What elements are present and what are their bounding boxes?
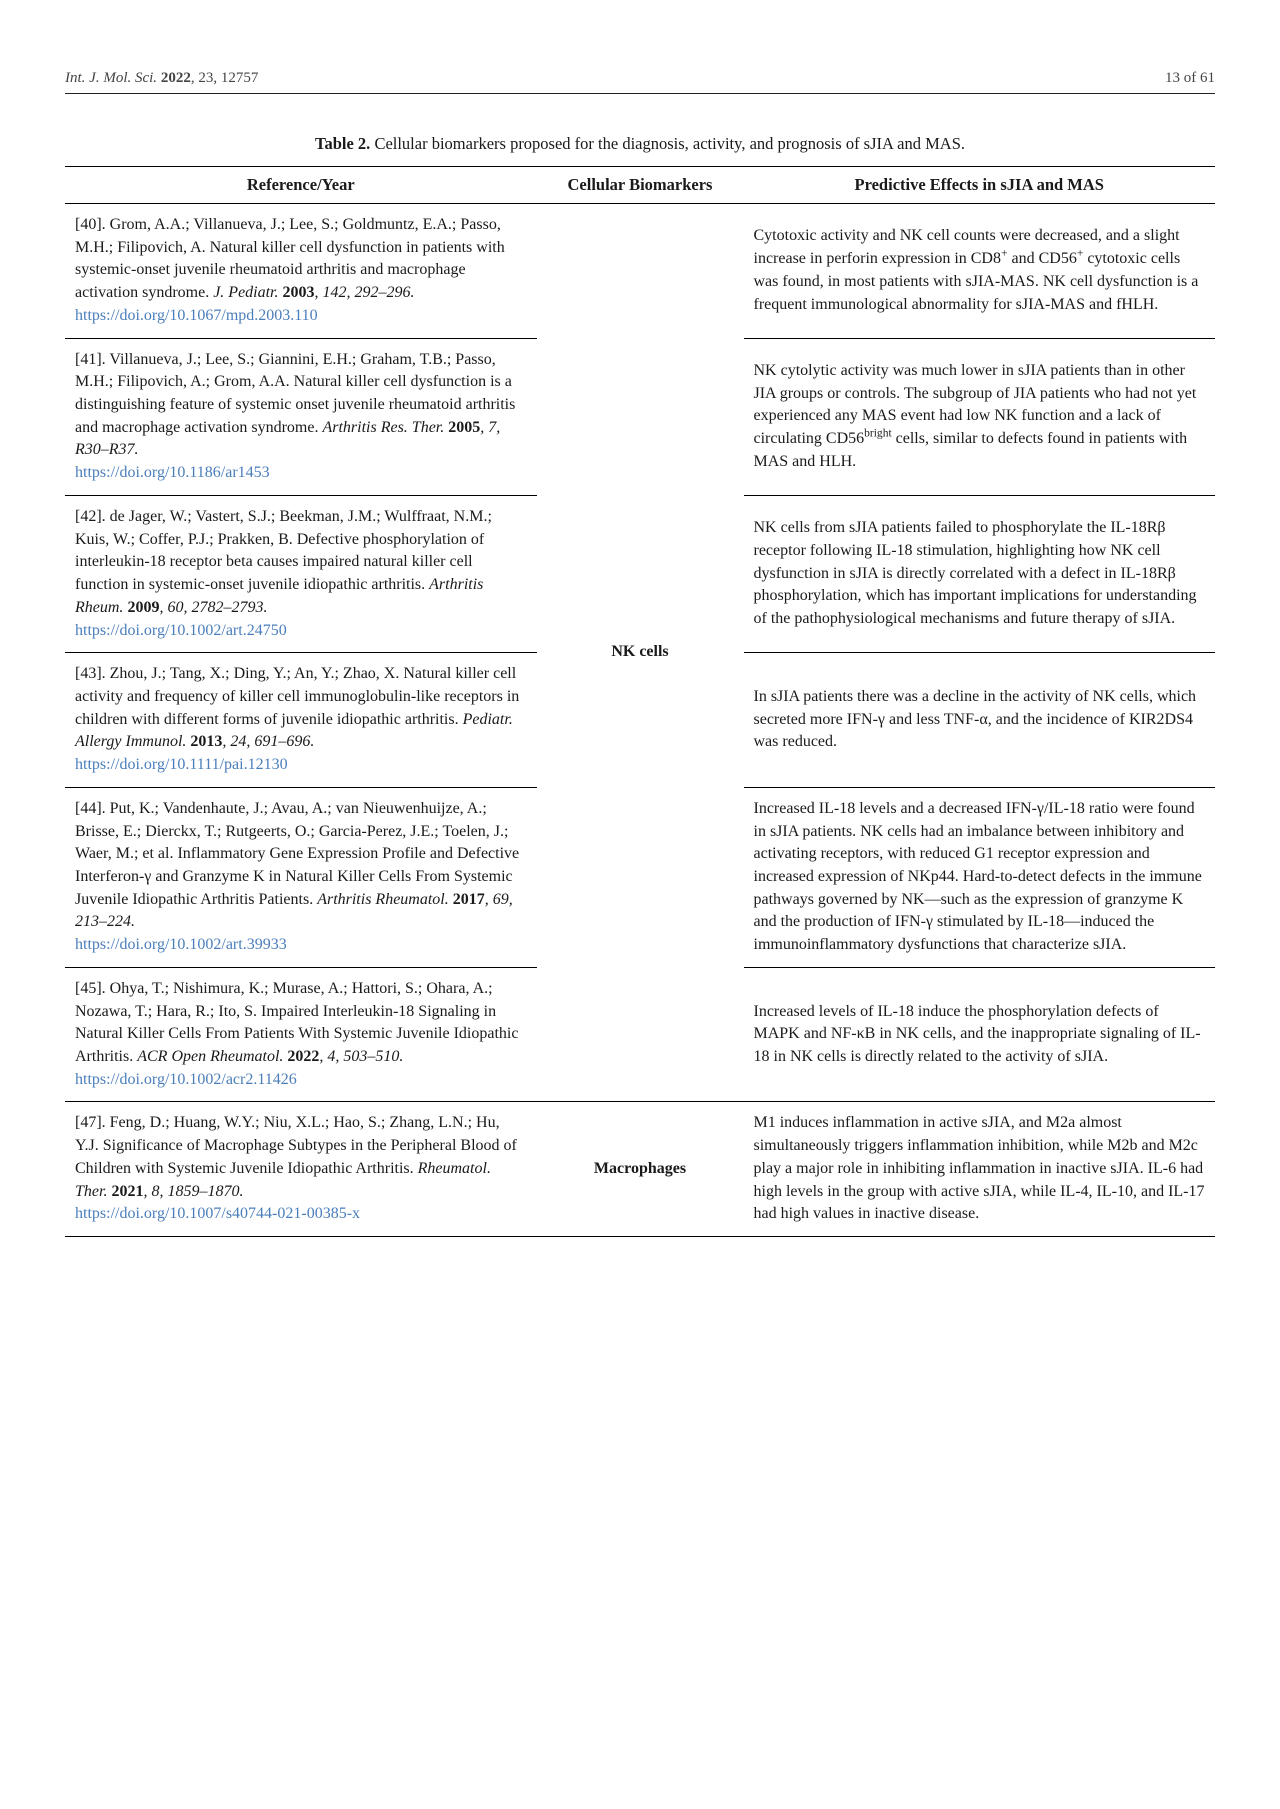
effect-cell: In sJIA patients there was a decline in …: [744, 653, 1216, 788]
effect-cell: Increased IL-18 levels and a decreased I…: [744, 787, 1216, 967]
biomarker-cell: NK cells: [537, 204, 744, 1102]
doi-link[interactable]: https://doi.org/10.1186/ar1453: [75, 464, 270, 481]
col-header-effects: Predictive Effects in sJIA and MAS: [744, 167, 1216, 204]
doi-link[interactable]: https://doi.org/10.1002/acr2.11426: [75, 1071, 297, 1088]
effect-cell: NK cytolytic activity was much lower in …: [744, 338, 1216, 495]
effect-cell: NK cells from sJIA patients failed to ph…: [744, 495, 1216, 652]
doi-link[interactable]: https://doi.org/10.1002/art.24750: [75, 622, 287, 639]
page-container: Int. J. Mol. Sci. 2022, 23, 12757 13 of …: [0, 0, 1280, 1297]
reference-cell: [41]. Villanueva, J.; Lee, S.; Giannini,…: [65, 338, 537, 495]
journal-name: Int. J. Mol. Sci.: [65, 70, 157, 86]
table-caption: Table 2. Cellular biomarkers proposed fo…: [65, 134, 1215, 154]
col-header-reference: Reference/Year: [65, 167, 537, 204]
page-number: 13 of 61: [1165, 70, 1215, 87]
col-header-biomarkers: Cellular Biomarkers: [537, 167, 744, 204]
table-header-row: Reference/Year Cellular Biomarkers Predi…: [65, 167, 1215, 204]
journal-ref: Int. J. Mol. Sci. 2022, 23, 12757: [65, 70, 258, 87]
reference-cell: [40]. Grom, A.A.; Villanueva, J.; Lee, S…: [65, 204, 537, 339]
doi-link[interactable]: https://doi.org/10.1007/s40744-021-00385…: [75, 1205, 360, 1222]
table-body: [40]. Grom, A.A.; Villanueva, J.; Lee, S…: [65, 204, 1215, 1237]
biomarkers-table: Reference/Year Cellular Biomarkers Predi…: [65, 166, 1215, 1237]
doi-link[interactable]: https://doi.org/10.1067/mpd.2003.110: [75, 307, 318, 324]
reference-cell: [44]. Put, K.; Vandenhaute, J.; Avau, A.…: [65, 787, 537, 967]
table-caption-text: Cellular biomarkers proposed for the dia…: [370, 134, 965, 153]
reference-cell: [43]. Zhou, J.; Tang, X.; Ding, Y.; An, …: [65, 653, 537, 788]
reference-cell: [42]. de Jager, W.; Vastert, S.J.; Beekm…: [65, 495, 537, 652]
journal-rest: , 23, 12757: [191, 70, 259, 86]
journal-year: 2022: [161, 70, 191, 86]
table-row: [47]. Feng, D.; Huang, W.Y.; Niu, X.L.; …: [65, 1102, 1215, 1237]
table-label: Table 2.: [315, 134, 370, 153]
effect-cell: Cytotoxic activity and NK cell counts we…: [744, 204, 1216, 339]
biomarker-cell: Macrophages: [537, 1102, 744, 1237]
effect-cell: Increased levels of IL-18 induce the pho…: [744, 967, 1216, 1102]
reference-cell: [47]. Feng, D.; Huang, W.Y.; Niu, X.L.; …: [65, 1102, 537, 1237]
running-header: Int. J. Mol. Sci. 2022, 23, 12757 13 of …: [65, 70, 1215, 94]
doi-link[interactable]: https://doi.org/10.1002/art.39933: [75, 936, 287, 953]
doi-link[interactable]: https://doi.org/10.1111/pai.12130: [75, 756, 288, 773]
effect-cell: M1 induces inflammation in active sJIA, …: [744, 1102, 1216, 1237]
table-row: [40]. Grom, A.A.; Villanueva, J.; Lee, S…: [65, 204, 1215, 339]
reference-cell: [45]. Ohya, T.; Nishimura, K.; Murase, A…: [65, 967, 537, 1102]
